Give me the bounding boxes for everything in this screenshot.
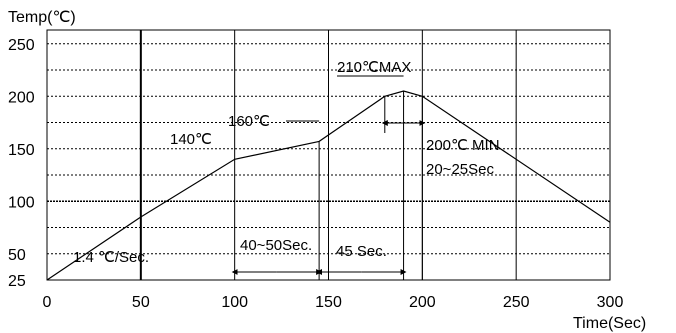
y-axis-label: Temp(℃) xyxy=(8,9,76,26)
axis-ticks: 25 50 100 150 200 250 0 50 100 150 200 250 300 xyxy=(8,37,623,311)
grid-lines xyxy=(47,30,610,280)
label-160c: 160℃ xyxy=(228,113,270,130)
y-tick-label: 25 xyxy=(8,273,26,290)
label-200c-min: 200℃ MIN xyxy=(426,137,500,154)
x-tick-label: 150 xyxy=(315,294,342,311)
y-tick-label: 200 xyxy=(8,89,35,106)
x-tick-label: 200 xyxy=(409,294,436,311)
series-layer xyxy=(46,90,611,281)
label-preheat-duration: 40~50Sec. xyxy=(240,237,312,254)
y-tick-label: 250 xyxy=(8,37,35,54)
x-axis-label: Time(Sec) xyxy=(573,315,646,332)
temperature-profile-line xyxy=(46,90,611,281)
ramp-rate-label: 1.4 ℃/Sec. xyxy=(73,249,149,266)
x-tick-label: 100 xyxy=(221,294,248,311)
label-reflow-duration: 45 Sec. xyxy=(336,243,387,260)
y-tick-label: 100 xyxy=(8,194,35,211)
x-tick-label: 50 xyxy=(132,294,150,311)
x-tick-label: 300 xyxy=(597,294,624,311)
x-tick-label: 250 xyxy=(503,294,530,311)
y-tick-label: 150 xyxy=(8,142,35,159)
x-tick-label: 0 xyxy=(43,294,52,311)
y-tick-label: 50 xyxy=(8,247,26,264)
label-time-above-200: 20~25Sec xyxy=(426,161,494,178)
label-140c: 140℃ xyxy=(170,131,212,148)
label-210c-max: 210℃MAX xyxy=(337,59,411,76)
guide-lines xyxy=(231,75,426,280)
